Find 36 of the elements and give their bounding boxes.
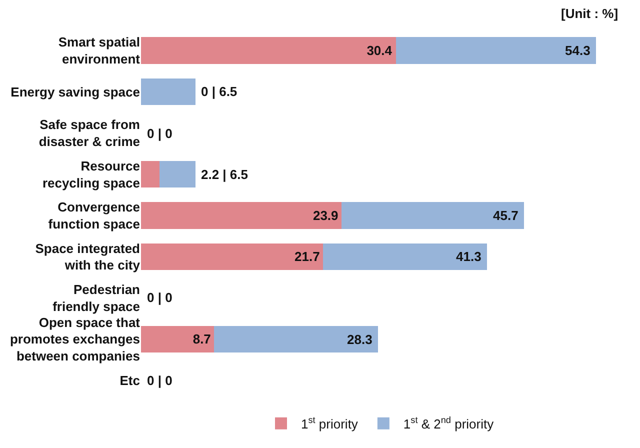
bar bbox=[141, 160, 160, 188]
text: [Unit : %] bbox=[561, 6, 618, 21]
total-label: 41.3 bbox=[456, 249, 482, 264]
y-tick-label: Energy saving space bbox=[10, 84, 140, 100]
bar bbox=[396, 37, 596, 64]
bar bbox=[159, 160, 196, 188]
data-label: 8.7 bbox=[192, 332, 211, 347]
bar bbox=[141, 37, 396, 64]
total-label: 28.3 bbox=[347, 332, 372, 347]
total-label: 0 | 0 bbox=[147, 373, 172, 388]
y-tick-label: Convergence function space bbox=[48, 200, 140, 232]
total-label: 0 | 6.5 bbox=[201, 84, 238, 99]
total-label: 45.7 bbox=[493, 208, 518, 223]
y-tick-label: Resource recycling space bbox=[42, 158, 140, 190]
bar bbox=[141, 78, 196, 106]
data-label: 30.4 bbox=[366, 43, 393, 58]
y-tick-label: Pedestrian friendly space bbox=[52, 282, 140, 314]
bar bbox=[214, 326, 378, 353]
bar bbox=[322, 243, 488, 270]
y-tick-label: Etc bbox=[120, 372, 140, 388]
data-label: 23.9 bbox=[312, 208, 338, 223]
bar bbox=[141, 243, 323, 270]
y-tick-label: Smart spatial environment bbox=[58, 34, 141, 67]
legend-label: 1$^{st}$ priority bbox=[301, 414, 358, 432]
y-tick-label: Open space that promotes exchanges between companies bbox=[10, 314, 141, 364]
bar bbox=[141, 202, 342, 229]
total-label: 54.3 bbox=[565, 43, 590, 58]
total-label: 0 | 0 bbox=[147, 126, 172, 141]
total-label: 0 | 0 bbox=[147, 290, 172, 305]
legend-label: 1$^{st}$ & 2$^{nd}$ priority bbox=[403, 414, 494, 432]
y-tick-label: Space integrated with the city bbox=[35, 240, 141, 273]
data-label: 21.7 bbox=[294, 249, 320, 264]
bar bbox=[141, 326, 214, 353]
bar bbox=[341, 202, 524, 229]
y-tick-label: Safe space from disaster & crime bbox=[38, 117, 140, 150]
total-label: 2.2 | 6.5 bbox=[201, 167, 248, 182]
